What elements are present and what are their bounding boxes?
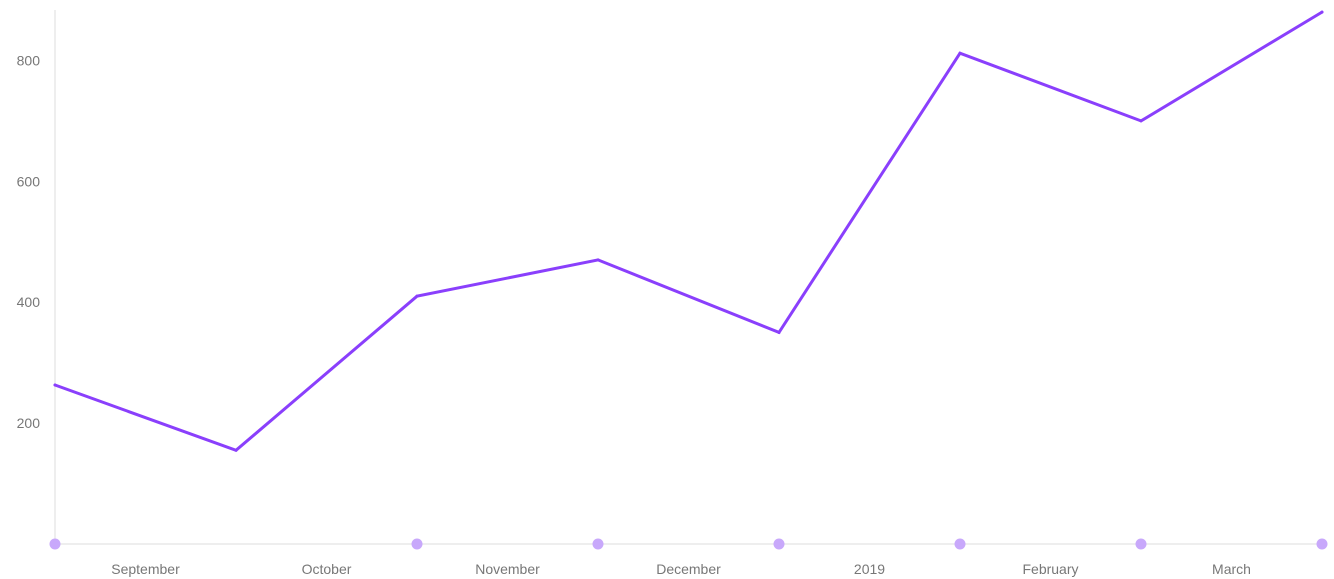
x-axis-marker-dot [954, 538, 966, 550]
x-tick-label: September [111, 561, 180, 577]
data-point [1320, 10, 1324, 14]
data-point [958, 51, 962, 55]
x-axis-marker-dot [1135, 538, 1147, 550]
x-axis-markers [49, 538, 1328, 550]
x-axis-marker-dot [411, 538, 423, 550]
y-axis-ticks: 200 400 600 800 [17, 52, 41, 431]
x-axis-marker-dot [773, 538, 785, 550]
x-tick-label: March [1212, 561, 1251, 577]
data-point [53, 383, 57, 387]
y-tick-label: 800 [17, 52, 41, 68]
data-point [777, 330, 781, 334]
data-point [234, 448, 238, 452]
x-tick-label: February [1022, 561, 1078, 577]
x-tick-label: December [656, 561, 721, 577]
data-point [596, 258, 600, 262]
x-axis-marker-dot [1316, 538, 1328, 550]
series-line [53, 10, 1324, 453]
x-axis-ticks: September October November December 2019 Febr… [111, 561, 1251, 577]
x-axis-marker-dot [592, 538, 604, 550]
x-axis-marker-dot [49, 538, 61, 550]
series-group [53, 10, 1324, 453]
x-tick-label: 2019 [854, 561, 885, 577]
x-tick-label: November [475, 561, 540, 577]
y-tick-label: 400 [17, 294, 41, 310]
x-tick-label: October [302, 561, 352, 577]
data-point [1139, 119, 1143, 123]
y-tick-label: 200 [17, 415, 41, 431]
y-tick-label: 600 [17, 173, 41, 189]
data-point [415, 294, 419, 298]
